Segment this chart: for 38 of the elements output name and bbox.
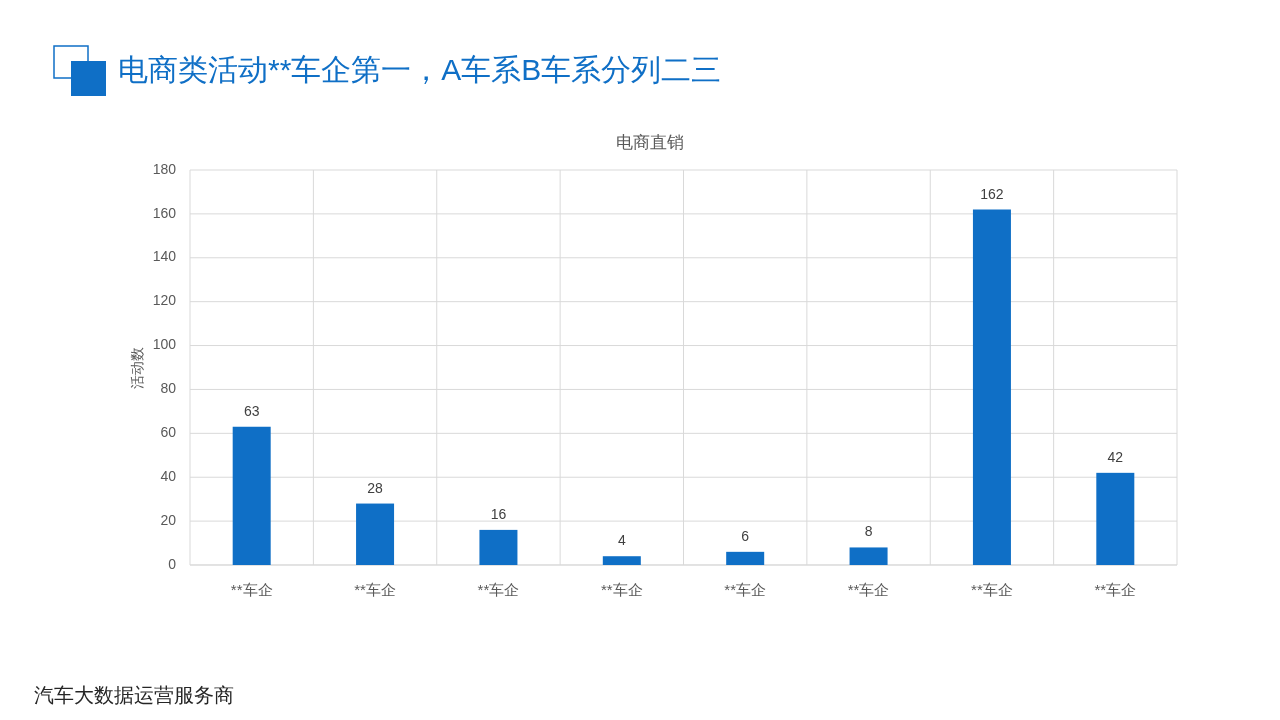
x-tick-label: **车企 xyxy=(354,581,396,598)
bar xyxy=(972,209,1011,565)
x-tick-label: **车企 xyxy=(600,581,643,598)
y-axis-title: 活动数 xyxy=(129,346,145,389)
bar xyxy=(726,551,765,565)
y-tick-label: 180 xyxy=(152,160,177,177)
bar xyxy=(849,547,888,565)
bar xyxy=(479,529,518,565)
data-label: 16 xyxy=(490,505,507,522)
data-label: 42 xyxy=(1107,448,1124,465)
y-tick-label: 0 xyxy=(168,555,177,572)
bar xyxy=(232,426,271,565)
y-tick-label: 20 xyxy=(160,511,177,528)
x-tick-label: **车企 xyxy=(724,581,767,598)
data-label: 63 xyxy=(243,402,260,419)
y-tick-label: 160 xyxy=(152,204,177,221)
data-label: 6 xyxy=(741,527,750,544)
chart-title: 电商类活动**车企第一，A车系B车系分列二三 xyxy=(118,53,722,86)
bar xyxy=(1096,472,1135,565)
y-tick-label: 60 xyxy=(160,424,177,441)
y-tick-label: 80 xyxy=(160,380,177,397)
chart-subtitle: 电商直销 xyxy=(616,133,684,152)
y-tick-label: 40 xyxy=(160,467,177,484)
x-tick-label: **车企 xyxy=(1094,581,1137,598)
text: 汽车大数据运营服务商 xyxy=(34,684,234,706)
x-tick-label: **车企 xyxy=(971,581,1013,598)
y-tick-label: 100 xyxy=(152,336,177,353)
x-tick-label: **车企 xyxy=(230,581,273,598)
y-tick-label: 140 xyxy=(152,248,177,265)
data-label: 28 xyxy=(367,479,384,496)
data-label: 8 xyxy=(864,523,873,540)
bar xyxy=(602,556,641,565)
x-tick-label: **车企 xyxy=(477,581,520,598)
x-tick-label: **车企 xyxy=(847,581,890,598)
bar xyxy=(356,503,395,565)
data-label: 4 xyxy=(617,532,626,549)
data-label: 162 xyxy=(980,185,1004,202)
y-tick-label: 120 xyxy=(152,292,177,309)
